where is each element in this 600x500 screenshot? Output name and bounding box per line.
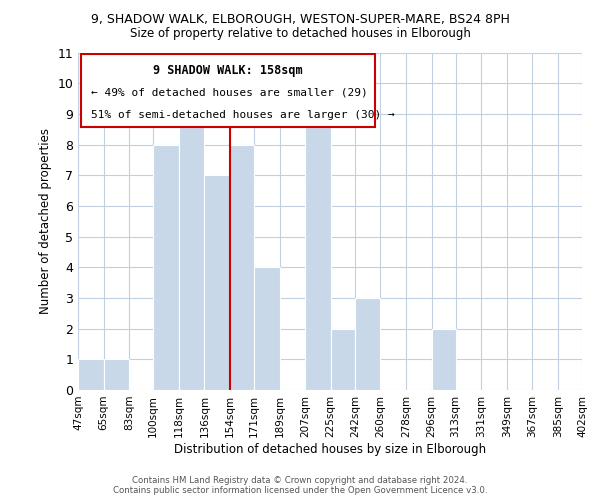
Bar (305, 114, 331, 390)
Bar (205, 175, 230, 390)
Bar (230, 144, 254, 390)
Text: 9 SHADOW WALK: 158sqm: 9 SHADOW WALK: 158sqm (153, 64, 303, 78)
Bar (431, 328, 455, 390)
Bar (331, 328, 355, 390)
Text: ← 49% of detached houses are smaller (29): ← 49% of detached houses are smaller (29… (91, 88, 367, 98)
Y-axis label: Number of detached properties: Number of detached properties (39, 128, 52, 314)
Text: 51% of semi-detached houses are larger (30) →: 51% of semi-detached houses are larger (… (91, 110, 394, 120)
Bar (179, 114, 205, 390)
Bar (355, 298, 380, 390)
Text: Size of property relative to detached houses in Elborough: Size of property relative to detached ho… (130, 28, 470, 40)
Bar (153, 144, 179, 390)
FancyBboxPatch shape (80, 54, 376, 127)
Text: 9, SHADOW WALK, ELBOROUGH, WESTON-SUPER-MARE, BS24 8PH: 9, SHADOW WALK, ELBOROUGH, WESTON-SUPER-… (91, 12, 509, 26)
X-axis label: Distribution of detached houses by size in Elborough: Distribution of detached houses by size … (174, 442, 486, 456)
Bar (254, 268, 280, 390)
Text: Contains HM Land Registry data © Crown copyright and database right 2024.
Contai: Contains HM Land Registry data © Crown c… (113, 476, 487, 495)
Bar (78, 360, 104, 390)
Bar (104, 360, 129, 390)
